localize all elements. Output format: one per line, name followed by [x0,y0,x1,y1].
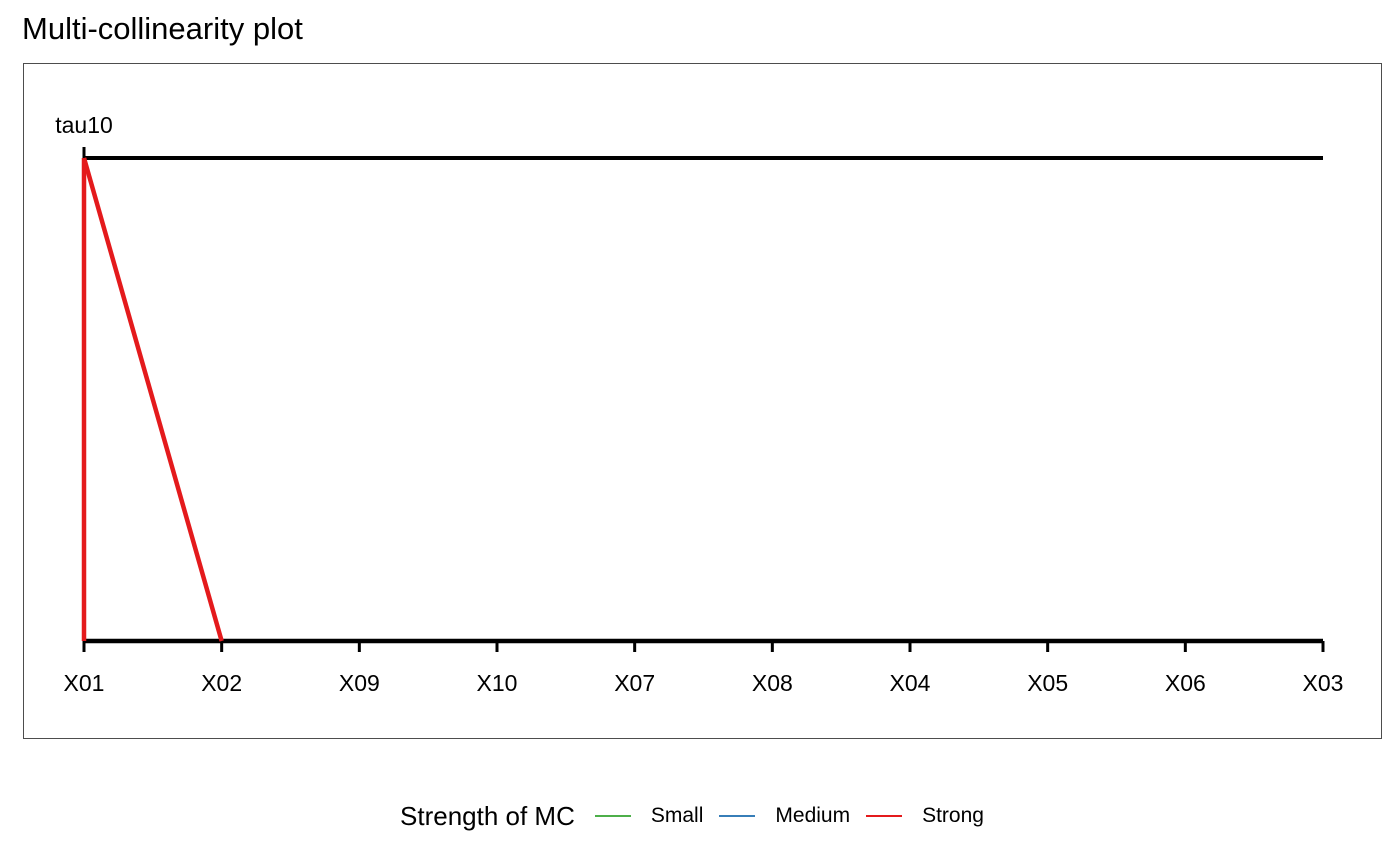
tick-label-X07: X07 [614,670,655,696]
legend-item-strong: Strong [866,804,984,828]
legend-key-small [594,815,631,817]
legend-label-strong: Strong [922,804,984,827]
tick-label-X04: X04 [890,670,931,696]
tick-label-X01: X01 [64,670,105,696]
legend-label-medium: Medium [775,804,851,827]
legend-item-medium: Medium [719,804,850,828]
segment-X01-X02-1 [81,157,224,642]
legend-label-small: Small [650,804,704,827]
legend-item-small: Small [594,804,704,828]
tick-label-X06: X06 [1165,670,1206,696]
chart-title: Multi-collinearity plot [22,11,303,46]
tick-label-X10: X10 [477,670,518,696]
tick-label-X02: X02 [201,670,242,696]
legend: Strength of MC Small Medium Strong [0,796,1400,836]
legend-key-medium [719,815,756,817]
tick-label-X03: X03 [1303,670,1344,696]
tick-label-X09: X09 [339,670,380,696]
axis-label-tau10: tau10 [55,112,113,138]
tick-label-X08: X08 [752,670,793,696]
plot-panel [23,63,1382,739]
tick-label-X05: X05 [1027,670,1068,696]
legend-title: Strength of MC [400,800,575,831]
legend-key-strong [866,815,903,817]
